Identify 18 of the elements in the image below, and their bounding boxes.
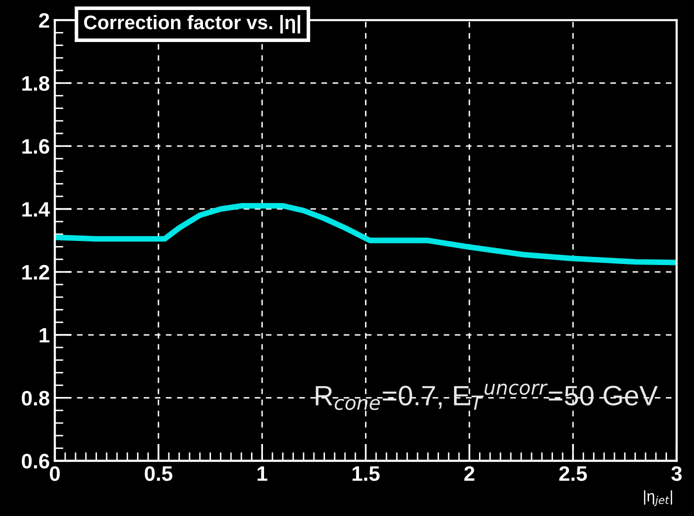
x-tick-label: 0 <box>50 466 60 481</box>
y-tick-label: 1 <box>40 328 50 342</box>
annotation: R$_{cone}$=0.7, E$_{T}$$^{uncorr}$=50 GeV <box>316 384 658 410</box>
x-tick-label: 0.5 <box>144 466 172 481</box>
y-tick-label: 1.6 <box>22 139 50 154</box>
x-tick-label: 1.5 <box>352 466 380 481</box>
x-tick-label: 3 <box>671 466 682 481</box>
x-axis-title: |η$_{jet}$| <box>644 490 672 506</box>
y-tick-label: 2 <box>39 13 50 28</box>
x-tick-label: 2.5 <box>559 466 587 481</box>
y-tick-label: 0.6 <box>22 454 50 469</box>
y-tick-label: 1.2 <box>22 264 50 280</box>
chart-title: Correction factor vs. |η| <box>84 15 300 34</box>
y-tick-label: 1.4 <box>22 202 50 217</box>
x-tick-label: 2 <box>464 466 474 481</box>
x-tick-label: 1 <box>258 466 268 481</box>
y-tick-label: 1.8 <box>22 76 50 91</box>
y-tick-label: 0.8 <box>22 390 50 406</box>
